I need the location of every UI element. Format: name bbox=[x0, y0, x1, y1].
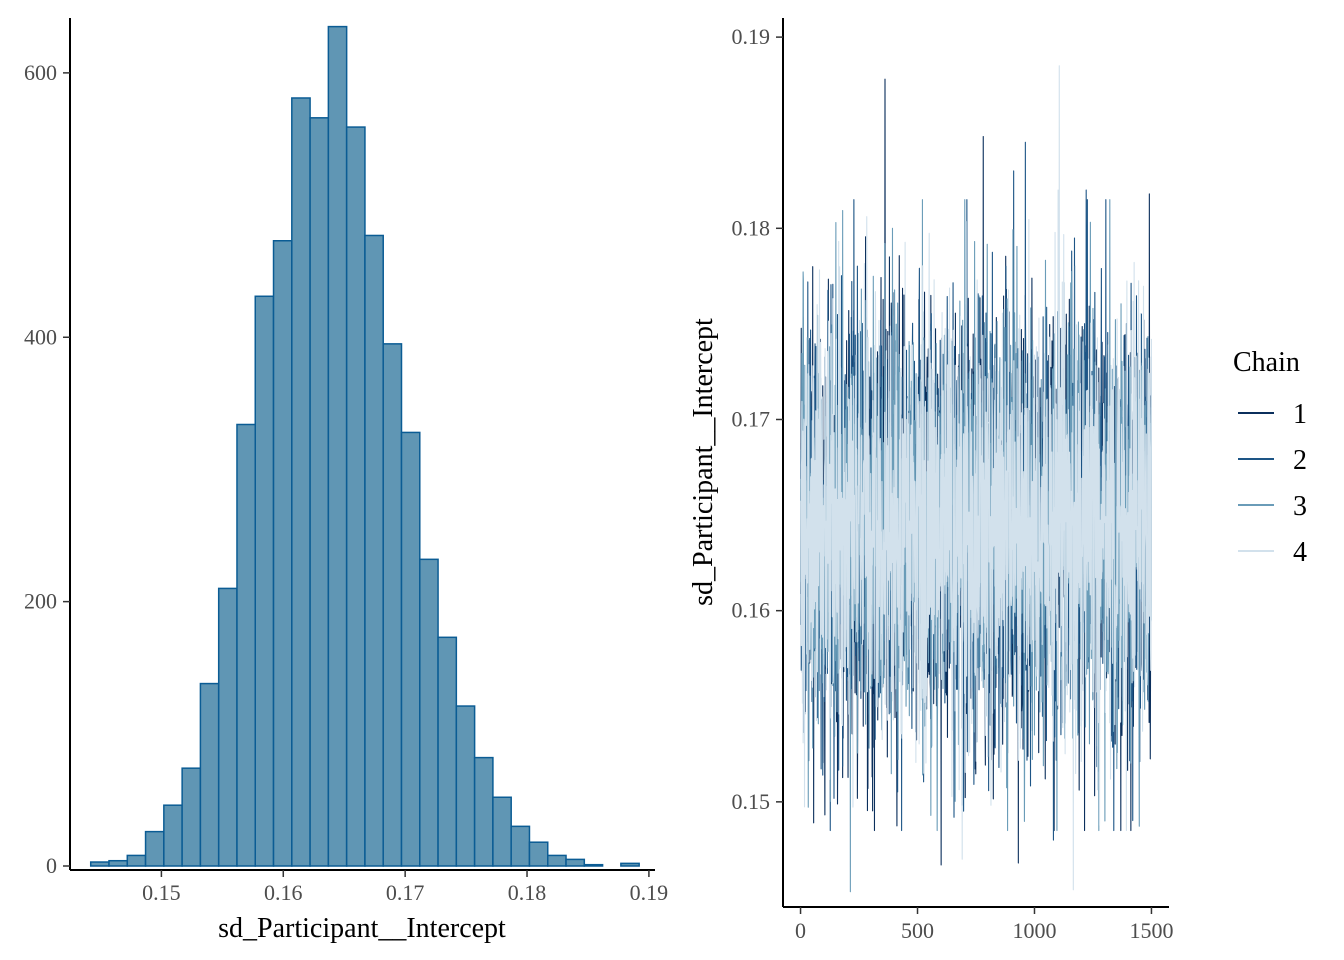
histogram-x-tick-label: 0.19 bbox=[630, 880, 669, 905]
histogram-bar bbox=[492, 796, 512, 867]
histogram-bar bbox=[291, 97, 311, 867]
histogram-y-tick-label: 600 bbox=[24, 60, 57, 85]
histogram-bar bbox=[419, 558, 439, 867]
histogram-x-tick-label: 0.16 bbox=[264, 880, 303, 905]
histogram-bar bbox=[510, 825, 531, 867]
histogram-bar bbox=[345, 126, 366, 867]
trace-y-tick-label: 0.19 bbox=[732, 24, 771, 49]
histogram-bar bbox=[620, 862, 640, 867]
trace-x-ticks: 0 500 1000 1500 bbox=[795, 907, 1173, 943]
histogram-y-tick-label: 0 bbox=[46, 853, 57, 878]
trace-y-ticks: 0.15 0.16 0.17 0.18 0.19 bbox=[732, 24, 783, 814]
histogram-x-tick-label: 0.18 bbox=[508, 880, 547, 905]
histogram-bar bbox=[144, 830, 165, 867]
trace-y-tick-label: 0.17 bbox=[732, 406, 771, 431]
histogram-bar bbox=[473, 756, 494, 867]
histogram-bar bbox=[217, 587, 238, 867]
legend-title: Chain bbox=[1233, 347, 1300, 378]
histogram-bar bbox=[236, 423, 257, 867]
legend-entries: 1 2 3 4 bbox=[1238, 399, 1307, 568]
legend-label-chain-3: 3 bbox=[1293, 491, 1307, 522]
histogram-panel: 0.15 0.16 0.17 0.18 0.19 0 200 400 600 sd_Parti… bbox=[24, 18, 668, 944]
trace-x-tick-label: 0 bbox=[795, 918, 806, 943]
histogram-x-tick-label: 0.15 bbox=[142, 880, 181, 905]
histogram-bar bbox=[547, 854, 567, 867]
histogram-bar bbox=[181, 767, 202, 867]
histogram-bar bbox=[528, 841, 549, 867]
histogram-bars bbox=[89, 25, 640, 867]
histogram-bar bbox=[89, 861, 110, 867]
histogram-x-ticks: 0.15 0.16 0.17 0.18 0.19 bbox=[142, 870, 668, 905]
histogram-bar bbox=[254, 295, 275, 867]
trace-line-chain-4 bbox=[800, 65, 1152, 891]
trace-y-tick-label: 0.18 bbox=[732, 215, 771, 240]
histogram-bar bbox=[126, 854, 147, 867]
histogram-bar bbox=[327, 25, 348, 867]
histogram-y-ticks: 0 200 400 600 bbox=[24, 60, 70, 878]
histogram-bar bbox=[455, 705, 476, 867]
histogram-bar bbox=[163, 804, 183, 867]
histogram-y-tick-label: 400 bbox=[24, 324, 57, 349]
trace-x-tick-label: 1000 bbox=[1012, 918, 1056, 943]
histogram-bar bbox=[108, 859, 129, 867]
histogram-bar bbox=[437, 636, 458, 867]
trace-x-tick-label: 1500 bbox=[1129, 918, 1173, 943]
histogram-bar bbox=[382, 343, 403, 867]
trace-lines bbox=[800, 65, 1152, 893]
trace-y-axis-title: sd_Participant__Intercept bbox=[688, 318, 719, 606]
trace-y-tick-label: 0.16 bbox=[732, 598, 771, 623]
histogram-bar bbox=[400, 431, 421, 867]
legend-label-chain-2: 2 bbox=[1293, 445, 1307, 476]
legend-label-chain-4: 4 bbox=[1293, 537, 1307, 568]
chain-legend: Chain 1 2 3 4 bbox=[1233, 347, 1307, 568]
histogram-x-axis-title: sd_Participant__Intercept bbox=[218, 913, 506, 944]
trace-y-tick-label: 0.15 bbox=[732, 789, 771, 814]
trace-panel: 0 500 1000 1500 0.15 0.16 0.17 0.18 0.19 sd_Par… bbox=[688, 18, 1173, 943]
legend-label-chain-1: 1 bbox=[1293, 399, 1307, 430]
histogram-y-tick-label: 200 bbox=[24, 589, 57, 614]
histogram-bar bbox=[565, 858, 586, 867]
histogram-bar bbox=[583, 863, 604, 867]
histogram-bar bbox=[364, 234, 384, 867]
histogram-bar bbox=[272, 240, 293, 867]
trace-x-tick-label: 500 bbox=[901, 918, 934, 943]
histogram-x-tick-label: 0.17 bbox=[386, 880, 425, 905]
histogram-bar bbox=[199, 682, 220, 867]
histogram-bar bbox=[309, 117, 330, 867]
